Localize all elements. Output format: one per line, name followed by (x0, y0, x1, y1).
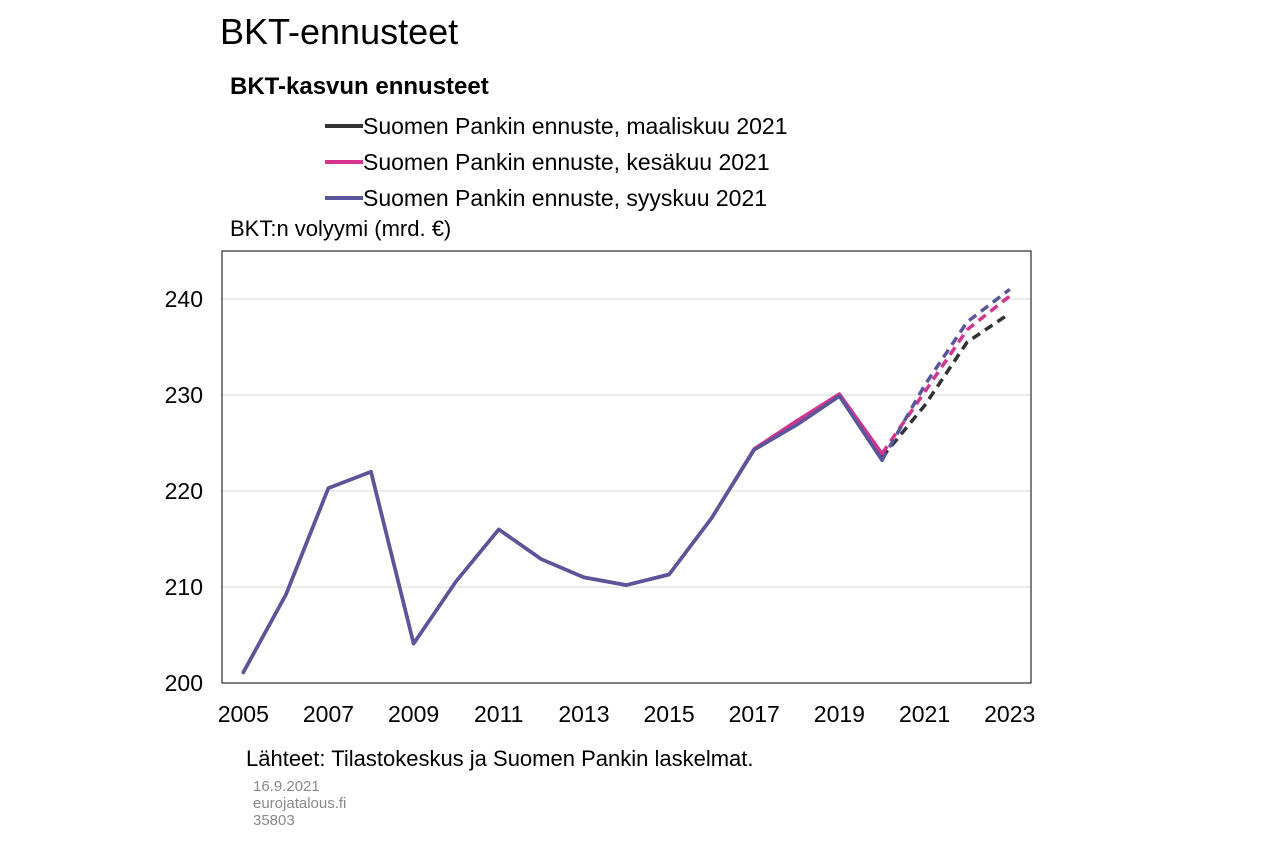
y-tick-label-210: 210 (165, 574, 203, 600)
y-tick-label-200: 200 (165, 670, 203, 696)
y-tick-label-240: 240 (165, 286, 203, 312)
plot-frame (221, 250, 1032, 684)
x-tick-label-2019: 2019 (814, 701, 865, 727)
publish-date: 16.9.2021 (253, 778, 320, 795)
chart-title: BKT-kasvun ennusteet (230, 73, 489, 100)
x-tick-label-2013: 2013 (558, 701, 609, 727)
series-1-forecast-line (880, 294, 1011, 455)
legend-label-march: Suomen Pankin ennuste, maaliskuu 2021 (363, 113, 788, 139)
x-tick-label-2005: 2005 (218, 701, 269, 727)
site-name: eurojatalous.fi (253, 795, 347, 812)
legend-item-september: Suomen Pankin ennuste, syyskuu 2021 (325, 180, 788, 216)
series-1-actual-line (241, 392, 884, 675)
y-axis-label: BKT:n volyymi (mrd. €) (230, 216, 452, 241)
x-tick-label-2015: 2015 (643, 701, 694, 727)
y-tick-label-230: 230 (165, 382, 203, 408)
x-tick-label-2009: 2009 (388, 701, 439, 727)
legend-swatch-september (325, 196, 363, 200)
series-2-forecast-line (880, 288, 1011, 462)
legend: Suomen Pankin ennuste, maaliskuu 2021 Su… (325, 108, 788, 216)
meta-info: 16.9.2021 eurojatalous.fi 35803 (253, 778, 346, 829)
legend-swatch-june (325, 160, 363, 164)
legend-label-september: Suomen Pankin ennuste, syyskuu 2021 (363, 185, 768, 211)
x-tick-label-2021: 2021 (899, 701, 950, 727)
x-tick-label-2017: 2017 (729, 701, 780, 727)
x-tick-label-2007: 2007 (303, 701, 354, 727)
source-note: Lähteet: Tilastokeskus ja Suomen Pankin … (246, 746, 754, 771)
legend-label-june: Suomen Pankin ennuste, kesäkuu 2021 (363, 149, 770, 175)
legend-swatch-march (325, 124, 363, 128)
chart-id: 35803 (253, 812, 295, 829)
series-2-actual-line (241, 394, 884, 675)
legend-item-june: Suomen Pankin ennuste, kesäkuu 2021 (325, 144, 788, 180)
x-tick-label-2011: 2011 (474, 701, 523, 727)
series-0-forecast-line (880, 311, 1011, 459)
page-title: BKT-ennusteet (220, 11, 459, 52)
legend-item-march: Suomen Pankin ennuste, maaliskuu 2021 (325, 108, 788, 144)
x-tick-label-2023: 2023 (984, 701, 1035, 727)
y-tick-label-220: 220 (165, 478, 203, 504)
series-0-actual-line (241, 394, 884, 675)
